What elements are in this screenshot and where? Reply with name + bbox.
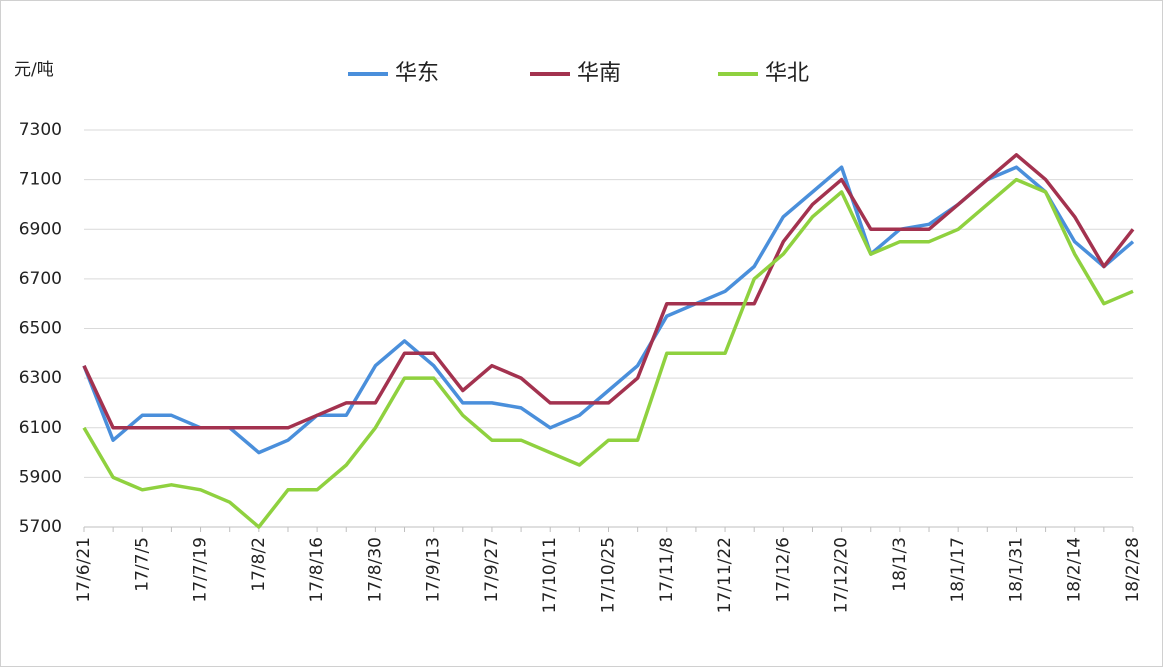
x-tick-label: 17/8/16	[307, 537, 327, 603]
x-tick-label: 18/1/3	[890, 537, 910, 592]
x-tick-label: 17/11/8	[657, 537, 677, 603]
x-tick-label: 17/8/2	[249, 537, 269, 592]
y-tick-label: 6300	[19, 368, 62, 388]
x-tick-label: 17/8/30	[365, 537, 385, 603]
y-tick-label: 5700	[19, 517, 62, 537]
x-tick-label: 17/6/21	[74, 537, 94, 603]
x-tick-label: 18/1/17	[948, 537, 968, 603]
x-tick-label: 17/10/11	[540, 537, 560, 613]
x-tick-label: 17/7/19	[191, 537, 211, 603]
x-tick-label: 17/12/6	[773, 537, 793, 603]
x-tick-label: 17/10/25	[599, 537, 619, 613]
y-tick-label: 7300	[19, 120, 62, 140]
y-tick-label: 5900	[19, 467, 62, 487]
x-tick-label: 17/9/27	[482, 537, 502, 603]
y-tick-label: 7100	[19, 170, 62, 190]
x-tick-label: 18/1/31	[1006, 537, 1026, 603]
y-tick-label: 6500	[19, 319, 62, 339]
legend-label: 华东	[395, 61, 439, 86]
x-tick-label: 17/12/20	[832, 537, 852, 613]
y-tick-label: 6700	[19, 269, 62, 289]
y-tick-label: 6100	[19, 418, 62, 438]
x-tick-label: 18/2/28	[1123, 537, 1143, 603]
legend-label: 华北	[765, 61, 809, 86]
series-line	[82, 153, 1135, 430]
y-unit-label: 元/吨	[14, 60, 54, 80]
x-tick-label: 17/11/22	[715, 537, 735, 613]
legend-label: 华南	[577, 61, 621, 86]
x-tick-label: 17/9/13	[424, 537, 444, 603]
series-line	[82, 177, 1134, 529]
x-tick-label: 17/7/5	[132, 537, 152, 592]
y-tick-label: 6900	[19, 219, 62, 239]
x-tick-label: 18/2/14	[1065, 537, 1085, 603]
